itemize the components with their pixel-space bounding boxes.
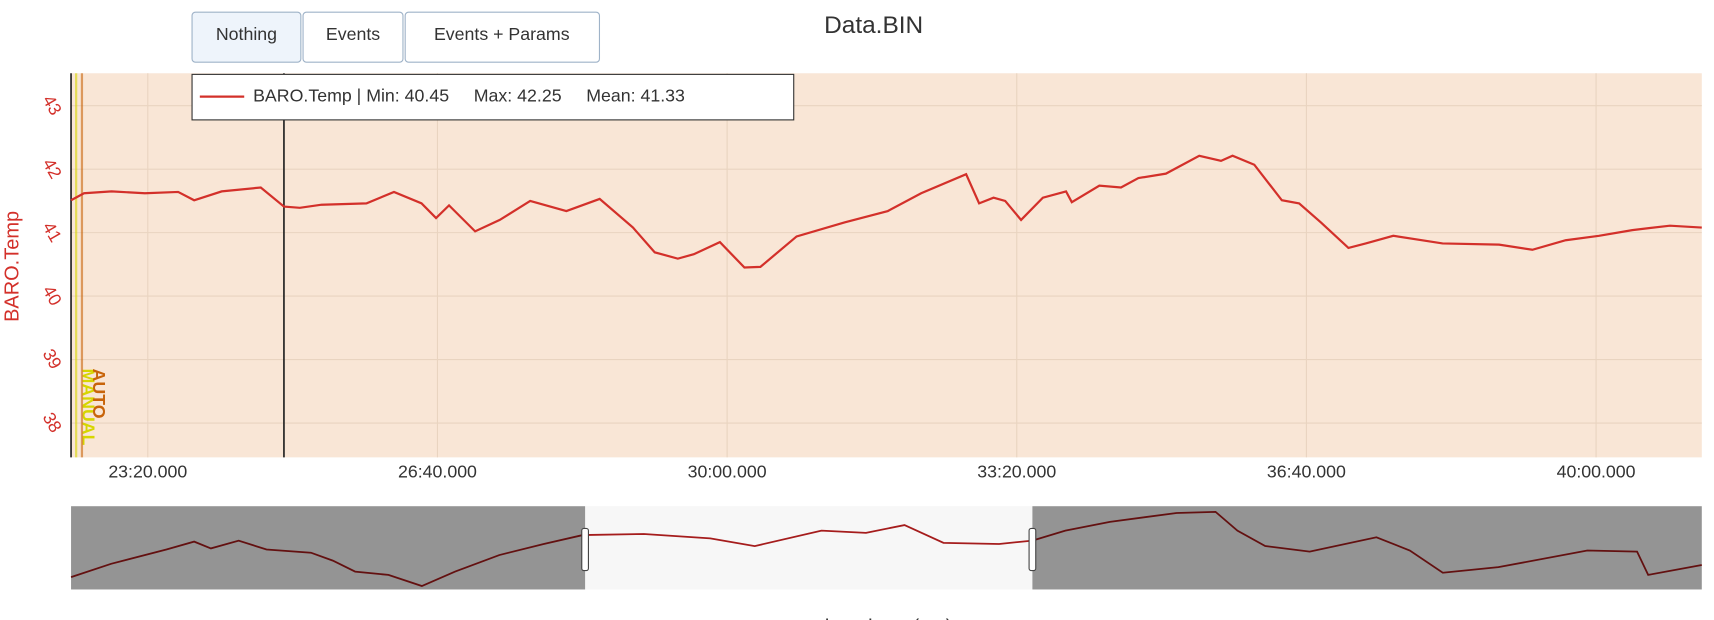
data-line	[70, 154, 1702, 269]
y-tick-label: 41	[39, 218, 66, 245]
slider-line	[70, 510, 1702, 587]
slider-mask	[71, 506, 586, 590]
y-tick-label: 42	[39, 155, 66, 182]
mode-label: AUTO	[89, 369, 109, 419]
plot-background	[71, 73, 1702, 458]
y-tick-label: 40	[39, 282, 66, 309]
button-label[interactable]: Events + Params	[434, 24, 570, 44]
y-axis-title: BARO.Temp	[2, 211, 24, 322]
x-axis-title: time_boot (ms)	[819, 617, 952, 620]
button[interactable]	[302, 11, 404, 63]
legend-label: BARO.Temp | Min: 40.45 Max: 42.25 Mean: …	[253, 85, 685, 105]
button[interactable]	[404, 11, 601, 63]
y-tick-label: 38	[39, 409, 66, 436]
button-label[interactable]: Events	[326, 24, 380, 44]
x-tick-label: 33:20.000	[977, 462, 1056, 482]
x-tick-label: 30:00.000	[688, 462, 767, 482]
x-tick-label: 26:40.000	[398, 462, 477, 482]
legend-box	[191, 73, 795, 121]
mode-label: MANUAL	[79, 369, 99, 446]
button[interactable]	[191, 11, 302, 63]
y-tick-label: 43	[39, 91, 66, 118]
x-tick-label: 23:20.000	[108, 462, 187, 482]
slider-handle[interactable]	[581, 527, 589, 572]
button-label[interactable]: Nothing	[216, 24, 277, 44]
x-tick-label: 40:00.000	[1557, 462, 1636, 482]
slider-background	[71, 506, 1702, 590]
chart-title: Data.BIN	[824, 12, 923, 39]
slider-mask	[1032, 506, 1702, 590]
x-tick-label: 36:40.000	[1267, 462, 1346, 482]
y-tick-label: 39	[39, 345, 66, 372]
slider-handle[interactable]	[1028, 527, 1037, 572]
